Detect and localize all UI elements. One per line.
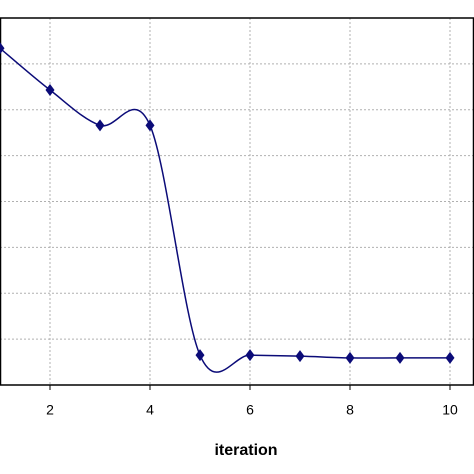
marker xyxy=(295,350,305,363)
marker xyxy=(245,349,255,362)
marker xyxy=(195,349,205,362)
marker xyxy=(0,42,5,55)
x-tick-label: 10 xyxy=(442,402,458,418)
marker xyxy=(345,351,355,364)
x-axis-label: iteration xyxy=(214,442,277,459)
x-tick-label: 4 xyxy=(146,402,154,418)
x-tick-label: 6 xyxy=(246,402,254,418)
marker xyxy=(45,84,55,97)
marker xyxy=(95,119,105,132)
marker xyxy=(395,351,405,364)
x-tick-label: 2 xyxy=(46,402,54,418)
marker xyxy=(145,119,155,132)
x-tick-label: 8 xyxy=(346,402,354,418)
line xyxy=(0,47,450,373)
marker xyxy=(445,351,455,364)
